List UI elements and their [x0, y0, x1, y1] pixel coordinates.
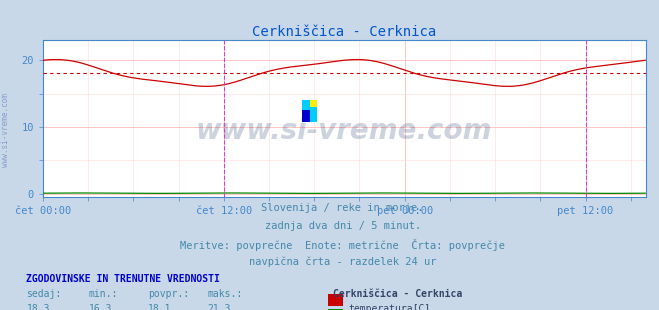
Text: Slovenija / reke in morje.: Slovenija / reke in morje. [262, 203, 424, 213]
Bar [302, 110, 310, 122]
Text: 18,1: 18,1 [148, 304, 172, 310]
Text: Cerkniščica - Cerknica: Cerkniščica - Cerknica [333, 289, 462, 299]
Title: Cerkniščica - Cerknica: Cerkniščica - Cerknica [252, 25, 436, 39]
Text: sedaj:: sedaj: [26, 289, 61, 299]
Text: povpr.:: povpr.: [148, 289, 189, 299]
Bar [310, 100, 317, 108]
Text: navpična črta - razdelek 24 ur: navpična črta - razdelek 24 ur [249, 257, 436, 268]
Text: maks.:: maks.: [208, 289, 243, 299]
Text: 16,3: 16,3 [89, 304, 113, 310]
Text: 18,3: 18,3 [26, 304, 50, 310]
Text: min.:: min.: [89, 289, 119, 299]
Text: zadnja dva dni / 5 minut.: zadnja dva dni / 5 minut. [264, 221, 421, 231]
Text: 21,3: 21,3 [208, 304, 231, 310]
Text: ZGODOVINSKE IN TRENUTNE VREDNOSTI: ZGODOVINSKE IN TRENUTNE VREDNOSTI [26, 274, 220, 284]
Text: temperatura[C]: temperatura[C] [348, 304, 430, 310]
Text: www.si-vreme.com: www.si-vreme.com [196, 117, 492, 145]
Text: Meritve: povprečne  Enote: metrične  Črta: povprečje: Meritve: povprečne Enote: metrične Črta:… [180, 239, 505, 251]
Bar [302, 100, 317, 122]
Text: www.si-vreme.com: www.si-vreme.com [1, 93, 10, 167]
